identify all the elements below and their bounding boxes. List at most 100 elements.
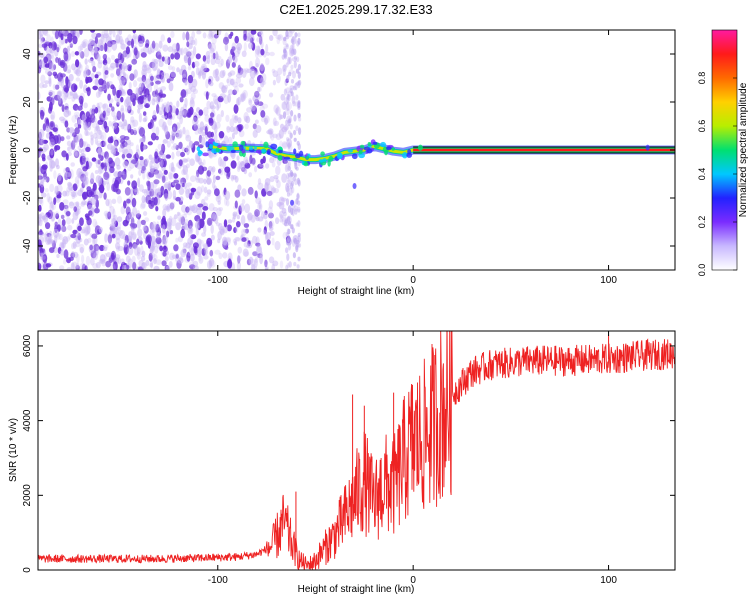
noise-cell [103, 192, 107, 200]
noise-cell [295, 198, 299, 205]
noise-cell [54, 30, 59, 40]
noise-cell [104, 151, 109, 160]
noise-cell [87, 204, 93, 211]
trace-blob [215, 147, 220, 153]
noise-cell [150, 260, 154, 269]
noise-cell [271, 187, 277, 194]
noise-cell [54, 185, 59, 194]
noise-cell [289, 30, 295, 34]
noise-cell [95, 245, 99, 256]
noise-cell [291, 36, 297, 45]
noise-cell [72, 241, 77, 249]
noise-cell [162, 204, 168, 211]
noise-cell [86, 225, 91, 234]
noise-cell [237, 255, 241, 264]
noise-cell [162, 44, 169, 52]
noise-cell [296, 81, 300, 86]
noise-cell [257, 163, 264, 169]
noise-cell [41, 146, 47, 153]
noise-cell [208, 30, 213, 38]
noise-cell [262, 103, 269, 109]
noise-cell [166, 112, 172, 119]
noise-cell [169, 215, 173, 223]
noise-cell [65, 153, 69, 161]
noise-cell [147, 47, 152, 55]
noise-cell [44, 63, 50, 68]
noise-cell [181, 204, 187, 213]
noise-cell [207, 33, 214, 40]
noise-cell [121, 140, 128, 148]
noise-cell [70, 191, 77, 198]
noise-cell [209, 257, 215, 267]
noise-cell [244, 162, 251, 169]
noise-cell [60, 214, 65, 220]
noise-cell [162, 251, 167, 257]
noise-cell [109, 205, 115, 215]
noise-cell [90, 30, 96, 33]
noise-cell [162, 246, 168, 253]
noise-cell [244, 203, 251, 214]
noise-cell [139, 95, 145, 105]
noise-cell [164, 56, 170, 64]
noise-cell [273, 120, 279, 127]
noise-cell [285, 44, 289, 50]
noise-cell [289, 123, 293, 130]
noise-cell [295, 94, 299, 101]
noise-cell [292, 70, 296, 79]
noise-cell [138, 112, 142, 123]
noise-cell [140, 141, 145, 152]
noise-cell [68, 201, 75, 209]
noise-cell [293, 205, 299, 212]
noise-cell [155, 126, 160, 136]
noise-cell [132, 30, 137, 34]
noise-cell [265, 163, 270, 169]
noise-cell [217, 231, 222, 241]
noise-cell [126, 123, 131, 130]
noise-cell [54, 73, 59, 79]
noise-cell [166, 230, 170, 238]
spectrogram-ytick-label: 20 [22, 96, 33, 108]
noise-cell [291, 35, 295, 43]
noise-cell [216, 113, 222, 123]
noise-cell [53, 222, 58, 229]
noise-cell [269, 220, 275, 229]
noise-cell [41, 43, 48, 48]
noise-cell [109, 223, 116, 228]
noise-cell [56, 253, 60, 259]
noise-cell [243, 42, 247, 52]
noise-cell [255, 57, 261, 68]
noise-cell [89, 47, 94, 53]
noise-cell [245, 228, 249, 234]
noise-cell [38, 51, 41, 56]
noise-cell [165, 205, 171, 213]
noise-cell [61, 225, 67, 233]
noise-cell [203, 186, 208, 194]
noise-cell [89, 244, 93, 251]
noise-cell [180, 228, 186, 239]
noise-cell [38, 262, 42, 270]
noise-cell [38, 91, 41, 100]
noise-cell [136, 88, 140, 97]
noise-cell [238, 205, 242, 215]
noise-cell [39, 30, 44, 37]
noise-cell [155, 223, 160, 233]
noise-cell [289, 170, 293, 177]
noise-cell [196, 186, 203, 196]
noise-cell [112, 147, 116, 157]
noise-cell [289, 132, 293, 140]
noise-cell [72, 93, 79, 100]
noise-cell [130, 116, 135, 123]
noise-cell [289, 44, 294, 54]
noise-cell [242, 89, 248, 99]
noise-cell [57, 72, 63, 82]
noise-cell [276, 74, 281, 84]
noise-cell [160, 34, 165, 42]
trace-blob [322, 158, 327, 162]
noise-cell [140, 219, 146, 225]
noise-cell [67, 224, 73, 231]
noise-cell [183, 47, 188, 55]
noise-cell [273, 104, 280, 113]
noise-cell [239, 93, 244, 103]
noise-cell [87, 42, 92, 50]
noise-cell [198, 67, 202, 78]
